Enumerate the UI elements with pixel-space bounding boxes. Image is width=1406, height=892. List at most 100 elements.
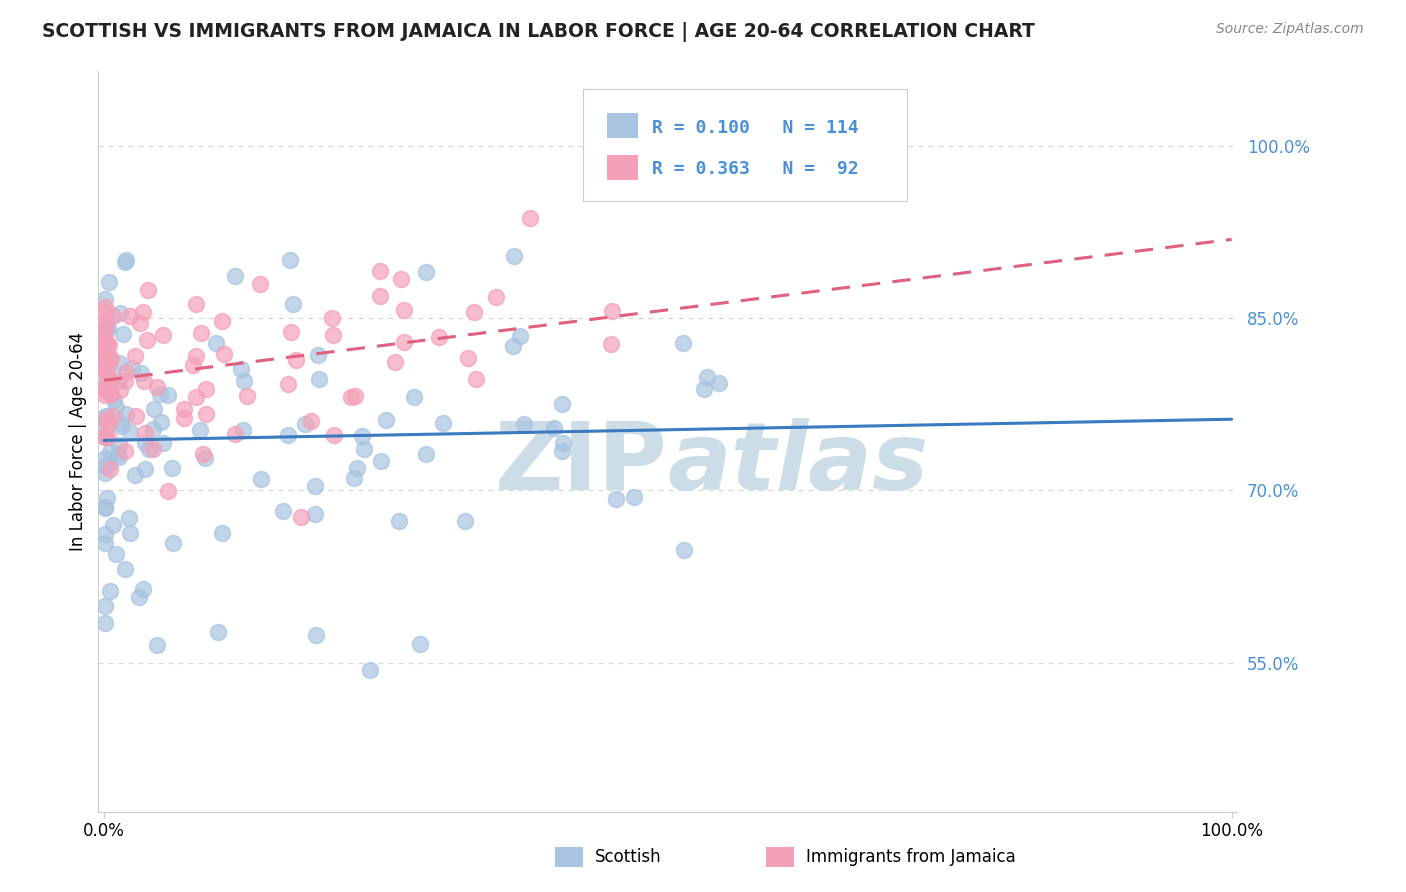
Point	[114, 366, 136, 380]
Point	[103, 392, 125, 407]
Point	[502, 339, 524, 353]
Point	[211, 525, 233, 540]
Point	[94, 599, 117, 613]
Point	[427, 330, 450, 344]
Point	[108, 450, 131, 464]
Point	[340, 390, 363, 404]
Point	[134, 461, 156, 475]
Point	[453, 514, 475, 528]
Point	[128, 591, 150, 605]
Point	[368, 263, 391, 277]
Point	[394, 302, 416, 317]
Point	[142, 402, 165, 417]
Point	[388, 514, 411, 528]
Point	[305, 627, 328, 641]
Point	[121, 360, 143, 375]
Point	[97, 371, 120, 385]
Point	[94, 467, 117, 481]
Point	[162, 461, 184, 475]
Point	[191, 447, 214, 461]
Point	[132, 304, 155, 318]
Point	[152, 436, 174, 450]
Point	[105, 547, 128, 561]
Point	[304, 507, 326, 521]
Point	[277, 377, 299, 392]
Point	[283, 297, 305, 311]
Point	[231, 361, 253, 376]
Point	[321, 310, 343, 325]
Point	[98, 461, 121, 475]
Point	[145, 638, 167, 652]
Text: SCOTTISH VS IMMIGRANTS FROM JAMAICA IN LABOR FORCE | AGE 20-64 CORRELATION CHART: SCOTTISH VS IMMIGRANTS FROM JAMAICA IN L…	[42, 22, 1035, 42]
Point	[94, 421, 117, 435]
Point	[184, 390, 207, 404]
Point	[157, 483, 180, 498]
Point	[142, 442, 165, 456]
Point	[605, 491, 627, 506]
Point	[97, 321, 120, 335]
Point	[105, 400, 128, 414]
Point	[94, 458, 117, 473]
Point	[94, 413, 117, 427]
Point	[94, 331, 117, 345]
Point	[181, 358, 204, 372]
Point	[96, 378, 118, 392]
Point	[94, 527, 117, 541]
Point	[97, 355, 120, 369]
Point	[543, 420, 565, 434]
Point	[94, 292, 117, 306]
Point	[94, 388, 117, 402]
Point	[135, 333, 157, 347]
Point	[672, 335, 695, 350]
Point	[224, 269, 246, 284]
Point	[94, 359, 117, 374]
Point	[129, 316, 152, 330]
Point	[94, 305, 117, 319]
Point	[114, 374, 136, 388]
Point	[464, 372, 486, 386]
Point	[103, 517, 125, 532]
Point	[118, 510, 141, 524]
Point	[509, 329, 531, 343]
Point	[553, 435, 575, 450]
Point	[284, 353, 307, 368]
Point	[100, 387, 122, 401]
Point	[173, 401, 195, 416]
Point	[120, 526, 142, 541]
Text: Immigrants from Jamaica: Immigrants from Jamaica	[806, 848, 1015, 866]
Point	[513, 417, 536, 431]
Point	[149, 415, 172, 429]
Point	[94, 429, 117, 443]
Point	[142, 422, 165, 436]
Point	[134, 425, 156, 440]
Point	[94, 380, 117, 394]
Point	[129, 367, 152, 381]
Point	[101, 309, 124, 323]
Point	[214, 347, 236, 361]
Point	[97, 349, 120, 363]
Text: R = 0.100   N = 114: R = 0.100 N = 114	[652, 119, 859, 136]
Point	[205, 336, 228, 351]
Point	[342, 471, 364, 485]
Point	[114, 444, 136, 458]
Point	[94, 500, 117, 515]
Point	[156, 388, 179, 402]
Point	[308, 372, 330, 386]
Point	[125, 409, 148, 423]
Point	[94, 383, 117, 397]
Text: ZIP: ZIP	[495, 417, 668, 509]
Point	[304, 479, 326, 493]
Point	[149, 386, 172, 401]
Point	[693, 383, 716, 397]
Point	[107, 438, 129, 452]
Point	[97, 430, 120, 444]
Point	[136, 283, 159, 297]
Point	[100, 351, 122, 366]
Point	[98, 457, 121, 471]
Point	[96, 382, 118, 396]
Text: atlas: atlas	[668, 417, 929, 509]
Point	[97, 337, 120, 351]
Point	[299, 414, 322, 428]
Point	[94, 410, 117, 425]
Point	[290, 509, 312, 524]
